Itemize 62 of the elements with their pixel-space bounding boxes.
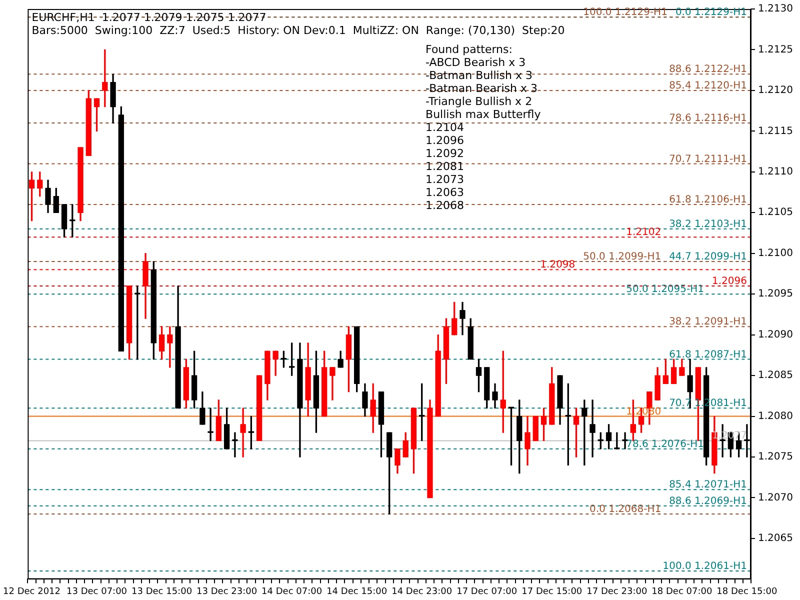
x-tick-label: 17 Dec 23:00 [586, 586, 648, 597]
chart-title: EURCHF,H1 1.2077 1.2079 1.2075 1.2077 [32, 11, 266, 24]
annotation: -Batman Bullish x 3 [426, 69, 533, 82]
y-tick-label: 1.2115 [758, 126, 794, 137]
y-tick-label: 1.2095 [758, 288, 794, 300]
y-tick-label: 1.2100 [758, 248, 794, 259]
ref-line-label: 78.6 1.2116-H1 [669, 113, 748, 124]
x-tick-label: 13 Dec 07:00 [66, 586, 128, 597]
annotation: 1.2096 [426, 134, 464, 147]
ref-line-label: 38.2 1.2091-H1 [669, 316, 748, 328]
ref-line-label: 61.8 1.2106-H1 [669, 194, 748, 206]
y-tick-label: 1.2120 [758, 85, 794, 96]
annotation: 1.2081 [426, 160, 464, 173]
x-tick-label: 18 Dec 07:00 [652, 586, 712, 597]
y-tick-label: 1.2070 [758, 492, 794, 504]
ref-line-label: 100.0 1.2061-H1 [662, 561, 748, 572]
annotation: Found patterns: [426, 43, 512, 56]
ref-line-label: 0.0 1.2129-H1 [675, 7, 748, 18]
y-tick-label: 1.2105 [758, 207, 794, 218]
y-tick-label: 1.2125 [758, 44, 794, 56]
x-tick-label: 14 Dec 23:00 [392, 586, 452, 597]
ref-line-label: 1.2098 [540, 260, 576, 271]
ref-line-label: 100.0 1.2129-H1 [583, 7, 668, 18]
ref-line-label: 88.6 1.2122-H1 [669, 64, 748, 76]
y-tick-label: 1.2085 [758, 370, 794, 382]
ref-line-label: 38.2 1.2103-H1 [669, 218, 748, 230]
x-tick-label: 12 Dec 2012 [3, 586, 61, 597]
annotation: Bullish max Butterfly [426, 108, 542, 121]
ref-line-label: 0.0 1.2068-H1 [590, 504, 662, 516]
annotation: 1.2073 [426, 173, 464, 186]
x-tick-label: 13 Dec 15:00 [132, 586, 192, 597]
x-tick-label: 14 Dec 15:00 [326, 586, 388, 597]
text: Bars:5000 Swing:100 ZZ:7 Used:5 History: ON Dev:0.1 MultiZZ: ON Range: (70,130) Step:20 [32, 24, 565, 37]
x-tick-label: 17 Dec 07:00 [456, 586, 518, 597]
ref-line-label: 1.2102 [626, 227, 662, 238]
x-tick-label: 17 Dec 15:00 [522, 586, 582, 597]
y-tick-label: 1.2130 [758, 4, 794, 15]
y-tick-label: 1.2080 [758, 410, 794, 422]
x-tick-label: 14 Dec 07:00 [262, 586, 322, 597]
annotation: 1.2063 [426, 186, 464, 199]
ref-line-label: 88.6 1.2069-H1 [669, 496, 748, 507]
ref-line-label: 44.7 1.2099-H1 [669, 252, 748, 263]
ref-line-label: 50.0 1.2099-H1 [583, 252, 662, 263]
annotation: 1.2092 [426, 147, 464, 160]
y-tick-label: 1.2110 [758, 166, 794, 178]
annotation: 1.2104 [426, 121, 464, 134]
y-tick-label: 1.2090 [758, 329, 794, 340]
annotation: 1.2068 [426, 199, 464, 212]
ref-line-label: 85.4 1.2120-H1 [669, 80, 748, 92]
ref-line-label: 1.2096 [712, 276, 748, 287]
ref-line-label: 85.4 1.2071-H1 [669, 480, 748, 491]
annotation: -ABCD Bearish x 3 [426, 56, 526, 69]
x-tick-label: 18 Dec 15:00 [716, 586, 778, 597]
x-tick-label: 13 Dec 23:00 [196, 586, 258, 597]
annotation: -Batman Bearish x 3 [426, 82, 538, 95]
y-tick-label: 1.2065 [758, 533, 794, 544]
annotation: -Triangle Bullish x 2 [426, 95, 532, 108]
y-tick-label: 1.2075 [758, 452, 794, 463]
ref-line-label: 78.6 1.2076-H1 [626, 438, 704, 450]
ref-line-label: 50.0 1.2095-H1 [626, 284, 704, 296]
ref-line-label: 61.8 1.2087-H1 [669, 349, 748, 360]
ref-line-label: 70.7 1.2111-H1 [669, 154, 748, 165]
